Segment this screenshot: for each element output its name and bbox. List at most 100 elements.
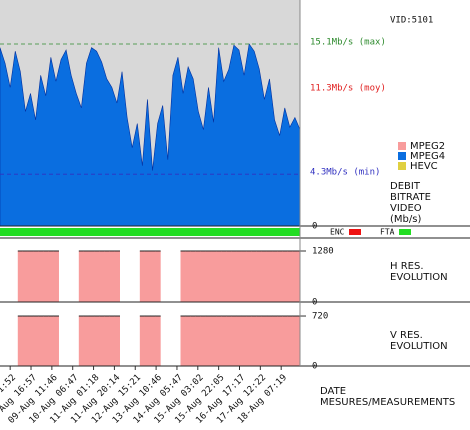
- resolution-bar: [150, 250, 156, 302]
- resolution-bar: [139, 250, 146, 302]
- resolution-bar: [33, 316, 39, 366]
- resolution-bar: [144, 316, 151, 366]
- y-axis-label: DEBIT BITRATE VIDEO (Mb/s): [390, 181, 431, 225]
- resolution-bar: [88, 250, 95, 302]
- reference-label: 11.3Mb/s (moy): [310, 83, 386, 93]
- resolution-bar: [241, 316, 248, 366]
- resolution-bar: [251, 250, 258, 302]
- resolution-bar: [277, 250, 283, 302]
- resolution-bar: [287, 250, 293, 302]
- reference-label: 4.3Mb/s (min): [310, 168, 380, 178]
- x-axis-label: DATE MESURES/MEASUREMENTS: [320, 386, 456, 408]
- resolution-bar: [195, 250, 202, 302]
- chart-title: H RES. EVOLUTION: [390, 261, 448, 283]
- chart-title: V RES. EVOLUTION: [390, 330, 448, 352]
- resolution-bar: [226, 316, 232, 366]
- resolution-bar: [256, 250, 263, 302]
- legend-swatch: [398, 142, 406, 150]
- resolution-bar: [282, 316, 288, 366]
- resolution-bar: [231, 316, 237, 366]
- resolution-bar: [94, 316, 100, 366]
- resolution-bar: [43, 250, 49, 302]
- resolution-bar: [27, 250, 34, 302]
- resolution-bar: [22, 316, 29, 366]
- resolution-bar: [155, 316, 161, 366]
- legend-swatch: [398, 162, 406, 170]
- resolution-bar: [190, 316, 197, 366]
- resolution-bar: [226, 250, 232, 302]
- resolution-bar: [48, 250, 54, 302]
- resolution-bar: [216, 250, 222, 302]
- resolution-bar: [88, 316, 95, 366]
- resolution-bar: [99, 316, 105, 366]
- legend-swatch: [398, 152, 406, 160]
- resolution-bar: [211, 250, 217, 302]
- resolution-bar: [38, 316, 44, 366]
- resolution-bar: [266, 250, 273, 302]
- resolution-bar: [246, 316, 253, 366]
- resolution-bar: [236, 250, 243, 302]
- resolution-bar: [185, 250, 192, 302]
- resolution-bar: [277, 316, 283, 366]
- resolution-bar: [195, 316, 202, 366]
- resolution-bar: [292, 316, 298, 366]
- resolution-bar: [27, 316, 34, 366]
- reference-label: 15.1Mb/s (max): [310, 37, 386, 47]
- resolution-bar: [83, 316, 90, 366]
- resolution-bar: [297, 316, 301, 366]
- resolution-bar: [292, 250, 298, 302]
- badge-label: FTA: [380, 228, 395, 237]
- resolution-bar: [78, 316, 85, 366]
- resolution-bar: [272, 316, 278, 366]
- resolution-bar: [109, 316, 115, 366]
- resolution-bar: [99, 250, 105, 302]
- resolution-bar: [150, 316, 156, 366]
- resolution-bar: [231, 250, 237, 302]
- resolution-bar: [155, 250, 161, 302]
- resolution-bar: [109, 250, 115, 302]
- legend-label: HEVC: [410, 161, 438, 172]
- resolution-bar: [190, 250, 197, 302]
- resolution-bar: [200, 316, 207, 366]
- vid-label: VID:5101: [390, 16, 433, 26]
- resolution-bar: [22, 250, 29, 302]
- resolution-bar: [53, 250, 59, 302]
- resolution-bar: [221, 316, 227, 366]
- resolution-bar: [78, 250, 85, 302]
- resolution-bar: [297, 250, 301, 302]
- resolution-bar: [256, 316, 263, 366]
- legend-label: MPEG2: [410, 141, 445, 152]
- resolution-bar: [114, 316, 120, 366]
- resolution-bar: [83, 250, 90, 302]
- resolution-bar: [48, 316, 54, 366]
- resolution-bar: [33, 250, 39, 302]
- resolution-bar: [114, 250, 120, 302]
- resolution-bar: [287, 316, 293, 366]
- badge: [399, 229, 411, 235]
- resolution-bar: [185, 316, 192, 366]
- bitrate-area: [0, 43, 301, 227]
- resolution-bar: [205, 250, 212, 302]
- resolution-bar: [261, 316, 268, 366]
- resolution-bar: [272, 250, 278, 302]
- resolution-bar: [200, 250, 207, 302]
- y-tick-label: 1280: [312, 246, 334, 256]
- resolution-bar: [144, 250, 151, 302]
- resolution-bar: [205, 316, 212, 366]
- resolution-bar: [17, 316, 24, 366]
- resolution-bar: [139, 316, 146, 366]
- resolution-bar: [94, 250, 100, 302]
- resolution-bar: [261, 250, 268, 302]
- resolution-bar: [251, 316, 258, 366]
- resolution-bar: [43, 316, 49, 366]
- resolution-bar: [266, 316, 273, 366]
- resolution-bar: [104, 250, 110, 302]
- badge-label: ENC: [330, 228, 345, 237]
- resolution-bar: [17, 250, 24, 302]
- resolution-bar: [53, 316, 59, 366]
- resolution-bar: [216, 316, 222, 366]
- status-bar: [0, 228, 300, 236]
- resolution-bar: [104, 316, 110, 366]
